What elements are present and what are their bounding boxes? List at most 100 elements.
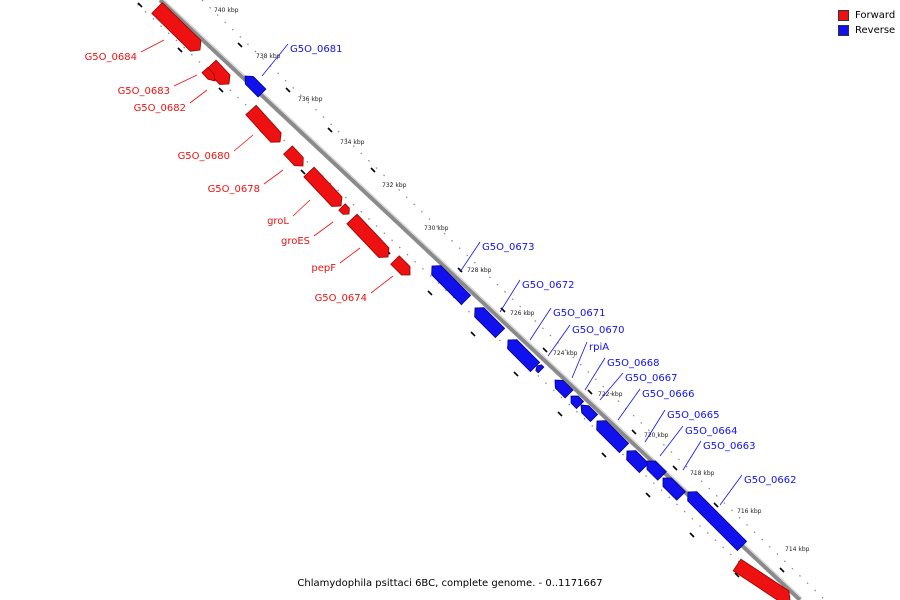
- legend-swatch-reverse: [838, 25, 849, 36]
- legend-swatch-forward: [838, 10, 849, 21]
- gene-label: G5O_0667: [625, 373, 677, 384]
- tick-label: 722 kbp: [598, 391, 623, 398]
- tick-mark: [631, 429, 637, 435]
- tick-mark: [779, 567, 785, 573]
- tick-label: 716 kbp: [737, 508, 762, 515]
- tick-mark: [689, 532, 695, 538]
- gene-label: G5O_0680: [178, 151, 230, 162]
- gene-label-leader: [659, 425, 684, 457]
- gene-arrow[interactable]: [151, 2, 202, 52]
- legend-label-reverse: Reverse: [855, 25, 896, 36]
- tick-label: 732 kbp: [382, 182, 407, 189]
- tick-label: 740 kbp: [214, 7, 239, 14]
- legend-label-forward: Forward: [855, 10, 896, 21]
- gene-arrow[interactable]: [205, 59, 231, 85]
- tick-label: 724 kbp: [553, 350, 578, 357]
- gene-label: G5O_0662: [744, 475, 796, 486]
- gene-label-leader: [173, 74, 198, 87]
- tick-mark: [513, 371, 519, 377]
- tick-label: 736 kbp: [298, 96, 323, 103]
- tick-label: 738 kbp: [256, 53, 281, 60]
- gene-label-leader: [292, 199, 311, 217]
- tick-label: 720 kbp: [644, 432, 669, 439]
- gene-arrow[interactable]: [687, 491, 748, 552]
- guide-dots-0: [201, 0, 826, 600]
- gene-label: G5O_0674: [315, 293, 367, 304]
- gene-label-leader: [313, 221, 334, 237]
- tick-label: 726 kbp: [510, 310, 535, 317]
- gene-label-leader: [499, 279, 521, 313]
- tick-label: 718 kbp: [690, 470, 715, 477]
- gene-label-leader: [140, 39, 165, 53]
- gene-arrow[interactable]: [554, 379, 574, 399]
- tick-mark: [137, 2, 143, 8]
- tick-mark: [285, 87, 291, 93]
- gene-arrow[interactable]: [570, 395, 585, 410]
- gene-arrow[interactable]: [535, 364, 545, 374]
- gene-arrow[interactable]: [580, 404, 599, 423]
- gene-label-leader: [682, 440, 702, 471]
- tick-mark: [587, 389, 593, 395]
- gene-label-leader: [617, 388, 641, 421]
- tick-mark: [457, 267, 463, 273]
- tick-mark: [645, 492, 651, 498]
- gene-label-leader: [370, 275, 394, 294]
- gene-label-leader: [339, 247, 361, 264]
- gene-arrow[interactable]: [244, 75, 267, 98]
- gene-label-leader: [233, 134, 254, 152]
- gene-arrow[interactable]: [646, 460, 667, 481]
- gene-label: groES: [281, 236, 310, 247]
- gene-label-leader: [599, 372, 624, 401]
- gene-label: G5O_0673: [482, 242, 534, 253]
- gene-label: pepF: [311, 263, 336, 274]
- gene-arrow[interactable]: [662, 477, 686, 501]
- gene-label-layer: G5O_0684 G5O_0683 G5O_0682 G5O_0681 G5O_0680…: [85, 39, 796, 506]
- gene-arrow[interactable]: [346, 213, 390, 258]
- gene-arrow[interactable]: [431, 265, 472, 306]
- gene-label: G5O_0665: [667, 410, 719, 421]
- gene-label: G5O_0668: [607, 358, 659, 369]
- gene-arrow[interactable]: [283, 145, 304, 167]
- tick-label: 730 kbp: [424, 225, 449, 232]
- gene-arrow[interactable]: [201, 66, 216, 82]
- gene-label-leader: [584, 357, 606, 391]
- gene-label: G5O_0684: [85, 52, 137, 63]
- gene-label-leader: [459, 241, 481, 273]
- legend-item-forward: Forward: [838, 8, 895, 23]
- gene-label: G5O_0671: [553, 308, 605, 319]
- gene-arrow[interactable]: [338, 203, 350, 215]
- gene-label-leader: [263, 169, 284, 185]
- map-caption: Chlamydophila psittaci 6BC, complete gen…: [297, 578, 603, 589]
- gene-label-leader: [189, 89, 208, 104]
- gene-arrow[interactable]: [732, 558, 791, 600]
- tick-mark: [601, 452, 607, 458]
- gene-label-leader: [571, 341, 588, 379]
- gene-arrow[interactable]: [507, 339, 541, 373]
- tick-mark: [327, 127, 333, 133]
- tick-mark: [470, 331, 476, 337]
- gene-arrow[interactable]: [626, 450, 650, 474]
- tick-mark: [734, 572, 740, 578]
- tick-label: 728 kbp: [467, 267, 492, 274]
- gene-label-leader: [644, 409, 666, 443]
- gene-arrow[interactable]: [303, 166, 343, 207]
- gene-arrow[interactable]: [245, 104, 282, 143]
- tick-mark: [370, 167, 376, 173]
- gene-arrow[interactable]: [474, 307, 506, 339]
- gene-arrow[interactable]: [596, 420, 630, 454]
- gene-label-leader: [529, 307, 552, 341]
- gene-label: G5O_0670: [572, 325, 624, 336]
- gene-label: G5O_0664: [685, 426, 737, 437]
- gene-arrow[interactable]: [390, 255, 411, 276]
- gene-label: G5O_0682: [134, 103, 186, 114]
- tick-mark: [300, 169, 306, 175]
- tick-mark: [237, 42, 243, 48]
- tick-label: 714 kbp: [785, 546, 810, 553]
- tick-mark: [557, 411, 563, 417]
- gene-label: G5O_0672: [522, 280, 574, 291]
- gene-label: G5O_0681: [290, 44, 342, 55]
- gene-label-leader: [719, 474, 743, 506]
- tick-label: 734 kbp: [340, 139, 365, 146]
- strand-legend: Forward Reverse: [838, 8, 895, 38]
